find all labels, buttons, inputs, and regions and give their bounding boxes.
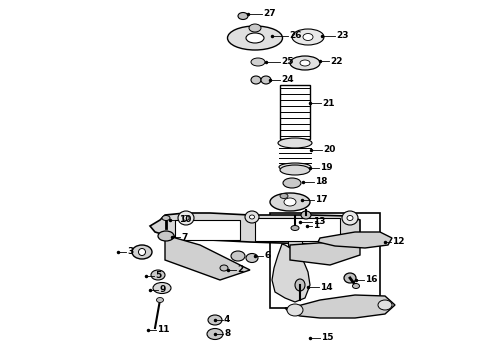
Ellipse shape (378, 300, 392, 310)
Text: 21: 21 (322, 99, 335, 108)
Ellipse shape (220, 265, 228, 271)
Text: 16: 16 (365, 275, 377, 284)
Ellipse shape (251, 58, 265, 66)
Text: 18: 18 (315, 177, 327, 186)
Text: 2: 2 (237, 266, 243, 274)
Text: 27: 27 (263, 9, 275, 18)
Polygon shape (285, 295, 395, 318)
Ellipse shape (132, 245, 152, 259)
Ellipse shape (245, 211, 259, 223)
Text: 17: 17 (315, 195, 328, 204)
Polygon shape (150, 213, 360, 244)
Text: 15: 15 (321, 333, 334, 342)
Ellipse shape (156, 297, 164, 302)
Polygon shape (318, 232, 392, 248)
Ellipse shape (249, 24, 261, 32)
Text: 26: 26 (289, 31, 301, 40)
Ellipse shape (300, 60, 310, 66)
Text: 5: 5 (155, 271, 161, 280)
Text: 20: 20 (323, 145, 335, 154)
Text: 8: 8 (224, 329, 230, 338)
Bar (270, 213, 380, 308)
Polygon shape (255, 218, 340, 241)
Ellipse shape (251, 76, 261, 84)
Ellipse shape (227, 26, 283, 50)
Ellipse shape (139, 248, 146, 256)
Polygon shape (175, 220, 240, 240)
Ellipse shape (231, 251, 245, 261)
Text: 19: 19 (320, 163, 333, 172)
Text: 24: 24 (281, 76, 294, 85)
Text: 13: 13 (313, 217, 325, 226)
Text: 4: 4 (224, 315, 230, 324)
Text: 11: 11 (157, 325, 170, 334)
Ellipse shape (207, 328, 223, 339)
Text: 9: 9 (159, 285, 166, 294)
Text: 23: 23 (336, 31, 348, 40)
Ellipse shape (278, 138, 312, 148)
Ellipse shape (249, 215, 254, 219)
Ellipse shape (208, 315, 222, 325)
Ellipse shape (301, 211, 311, 219)
Polygon shape (165, 235, 250, 280)
Ellipse shape (347, 216, 353, 220)
Text: 10: 10 (179, 216, 192, 225)
Text: 12: 12 (392, 238, 405, 247)
Ellipse shape (280, 165, 310, 175)
Ellipse shape (178, 211, 194, 225)
Ellipse shape (238, 13, 248, 19)
Ellipse shape (246, 33, 264, 43)
Polygon shape (290, 240, 360, 265)
Bar (280, 85, 310, 139)
Ellipse shape (292, 29, 324, 45)
Text: 25: 25 (281, 58, 294, 67)
Ellipse shape (291, 225, 299, 230)
Ellipse shape (284, 198, 296, 206)
Ellipse shape (183, 216, 189, 220)
Ellipse shape (162, 216, 170, 220)
Ellipse shape (295, 279, 305, 291)
Ellipse shape (158, 231, 174, 241)
Text: 6: 6 (264, 252, 270, 261)
Text: 3: 3 (127, 248, 133, 256)
Ellipse shape (352, 284, 360, 288)
Ellipse shape (261, 76, 271, 84)
Ellipse shape (280, 194, 288, 198)
Polygon shape (272, 244, 310, 302)
Text: 14: 14 (320, 283, 333, 292)
Bar (288, 228, 302, 246)
Ellipse shape (303, 33, 313, 40)
Ellipse shape (344, 273, 356, 283)
Ellipse shape (287, 304, 303, 316)
Text: 1: 1 (313, 221, 319, 230)
Ellipse shape (246, 253, 258, 262)
Ellipse shape (342, 211, 358, 225)
Ellipse shape (151, 270, 165, 280)
Ellipse shape (290, 56, 320, 70)
Ellipse shape (153, 283, 171, 293)
Text: 7: 7 (181, 233, 187, 242)
Ellipse shape (283, 178, 301, 188)
Ellipse shape (270, 193, 310, 211)
Ellipse shape (279, 163, 311, 171)
Text: 22: 22 (330, 57, 343, 66)
